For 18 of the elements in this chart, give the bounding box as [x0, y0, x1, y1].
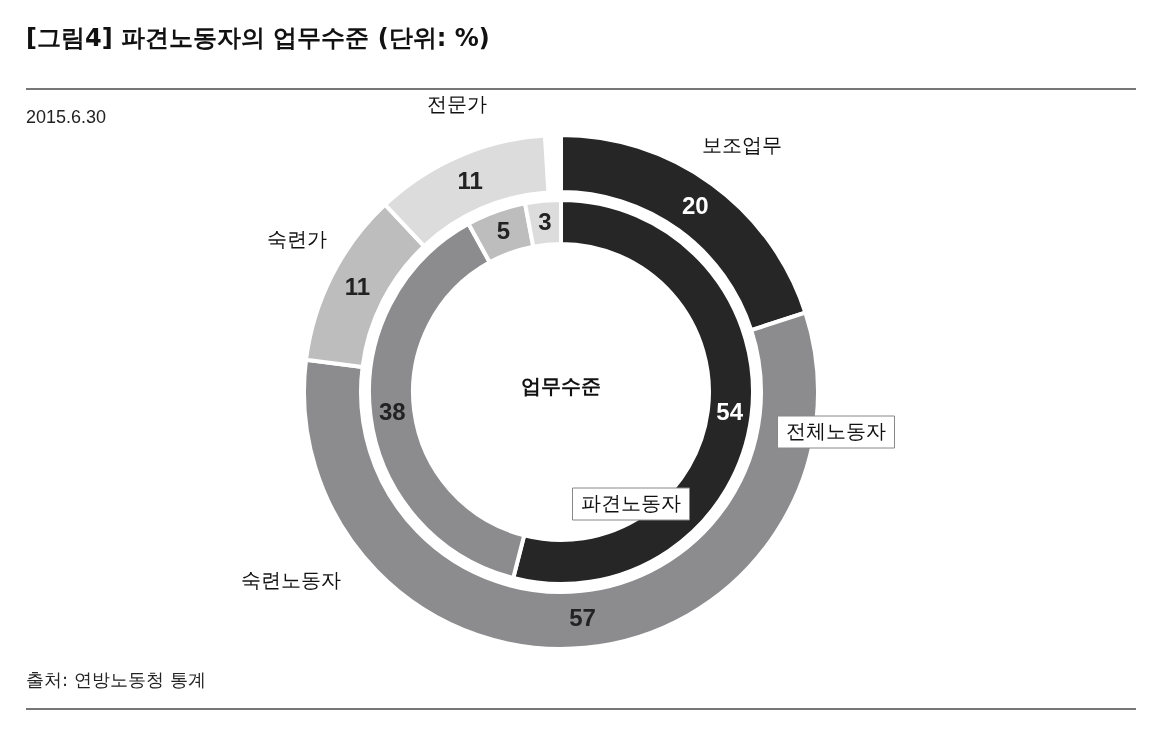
data-label: 3: [538, 207, 552, 235]
data-label: 57: [569, 604, 596, 632]
slice-label: 보조업무: [701, 133, 782, 158]
text: 2015.6.30: [26, 107, 107, 128]
data-label: 20: [681, 192, 709, 220]
data-label: 11: [344, 273, 371, 301]
text: 업무수준: [521, 374, 601, 398]
slice-label: 파견노동자: [581, 491, 681, 515]
chart-title: [그림4] 파견노동자의 업무수준 (단위: %): [26, 24, 490, 53]
source-note: 출처: 연방노동청 통계: [26, 668, 206, 692]
slice-label: 숙련가: [266, 226, 327, 251]
data-label: 54: [716, 398, 744, 426]
slice-label: 전체노동자: [786, 419, 886, 443]
slice-label: 전문가: [426, 92, 487, 117]
data-label: 11: [457, 167, 483, 195]
data-label: 38: [378, 398, 406, 426]
data-label: 5: [496, 217, 511, 245]
slice-label: 숙련노동자: [240, 568, 341, 593]
